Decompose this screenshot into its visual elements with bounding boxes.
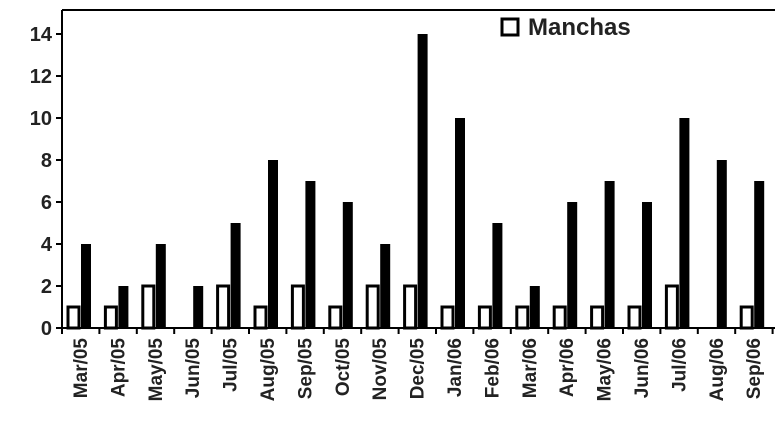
x-tick-label-6: Sep/05 <box>295 338 316 400</box>
x-tick-label-12: Mar/06 <box>520 338 541 398</box>
y-tick-label-14: 14 <box>30 24 53 46</box>
bar-manchas-2 <box>141 284 156 330</box>
x-tick-label-7: Oct/05 <box>333 338 354 397</box>
x-tick-label-5: Aug/05 <box>258 338 279 402</box>
bar-manchas-12 <box>515 305 530 330</box>
legend-swatch-manchas <box>500 17 520 37</box>
x-tick-label-17: Aug/06 <box>707 338 728 401</box>
bar-solid-9 <box>417 34 428 328</box>
y-tick-label-8: 8 <box>41 150 52 172</box>
bars-layer <box>66 34 765 330</box>
y-tick-label-12: 12 <box>30 66 52 88</box>
y-tick-label-2: 2 <box>41 276 52 298</box>
x-tick-label-15: Jun/06 <box>632 338 653 398</box>
bar-solid-10 <box>455 118 465 328</box>
bar-manchas-4 <box>216 284 231 330</box>
bar-manchas-9 <box>403 284 418 330</box>
bar-solid-12 <box>529 286 540 328</box>
legend: Manchas <box>500 14 631 41</box>
x-tick-label-11: Feb/06 <box>482 338 503 398</box>
bar-solid-14 <box>604 181 615 328</box>
x-tick-label-14: May/06 <box>595 338 616 401</box>
bar-manchas-15 <box>627 305 642 330</box>
bar-manchas-5 <box>253 305 268 330</box>
bar-solid-15 <box>642 202 652 328</box>
bar-solid-0 <box>81 244 91 328</box>
y-ticks-layer: 0 2 4 6 8 10 12 14 <box>30 24 62 340</box>
x-tick-label-13: Apr/06 <box>557 338 578 397</box>
bar-manchas-14 <box>590 305 605 330</box>
bar-manchas-6 <box>290 284 305 330</box>
x-tick-label-4: Jul/05 <box>221 338 242 392</box>
bar-manchas-8 <box>365 284 380 330</box>
bar-solid-5 <box>268 160 278 328</box>
bar-manchas-13 <box>552 305 567 330</box>
bar-manchas-0 <box>66 305 81 330</box>
bar-manchas-10 <box>440 305 455 330</box>
bar-solid-16 <box>679 118 690 328</box>
y-tick-label-0: 0 <box>41 318 52 340</box>
bar-solid-6 <box>305 181 316 328</box>
bar-manchas-16 <box>664 284 679 330</box>
bar-manchas-11 <box>477 305 492 330</box>
x-labels-layer: Mar/05 Apr/05 May/05 Jun/05 Jul/05 Aug/05 Sep/… <box>61 328 774 402</box>
bar-solid-17 <box>716 160 727 328</box>
bar-solid-1 <box>118 286 129 328</box>
bar-solid-7 <box>342 202 353 328</box>
axes-layer <box>61 9 775 329</box>
x-tick-label-18: Sep/06 <box>744 338 765 399</box>
x-tick-label-0: Mar/05 <box>71 338 92 399</box>
x-tick-label-1: Apr/05 <box>108 338 129 398</box>
legend-label-manchas: Manchas <box>528 14 631 41</box>
bar-manchas-7 <box>328 305 343 330</box>
x-tick-label-16: Jul/06 <box>669 338 690 392</box>
y-tick-label-6: 6 <box>41 192 52 214</box>
x-tick-label-8: Nov/05 <box>370 338 391 401</box>
bar-solid-13 <box>567 202 578 328</box>
x-tick-label-3: Jun/05 <box>183 338 204 399</box>
bar-solid-11 <box>492 223 503 328</box>
x-tick-label-10: Jan/06 <box>445 338 466 397</box>
bar-manchas-18 <box>739 305 754 330</box>
bar-solid-2 <box>155 244 166 328</box>
bar-solid-18 <box>754 181 765 328</box>
x-tick-label-9: Dec/05 <box>408 338 429 400</box>
x-tick-label-2: May/05 <box>146 338 167 402</box>
bar-manchas-1 <box>103 305 118 330</box>
y-tick-label-10: 10 <box>30 108 52 130</box>
bar-solid-8 <box>380 244 391 328</box>
y-tick-label-4: 4 <box>41 234 53 256</box>
bar-solid-4 <box>230 223 241 328</box>
bar-solid-3 <box>193 286 204 328</box>
